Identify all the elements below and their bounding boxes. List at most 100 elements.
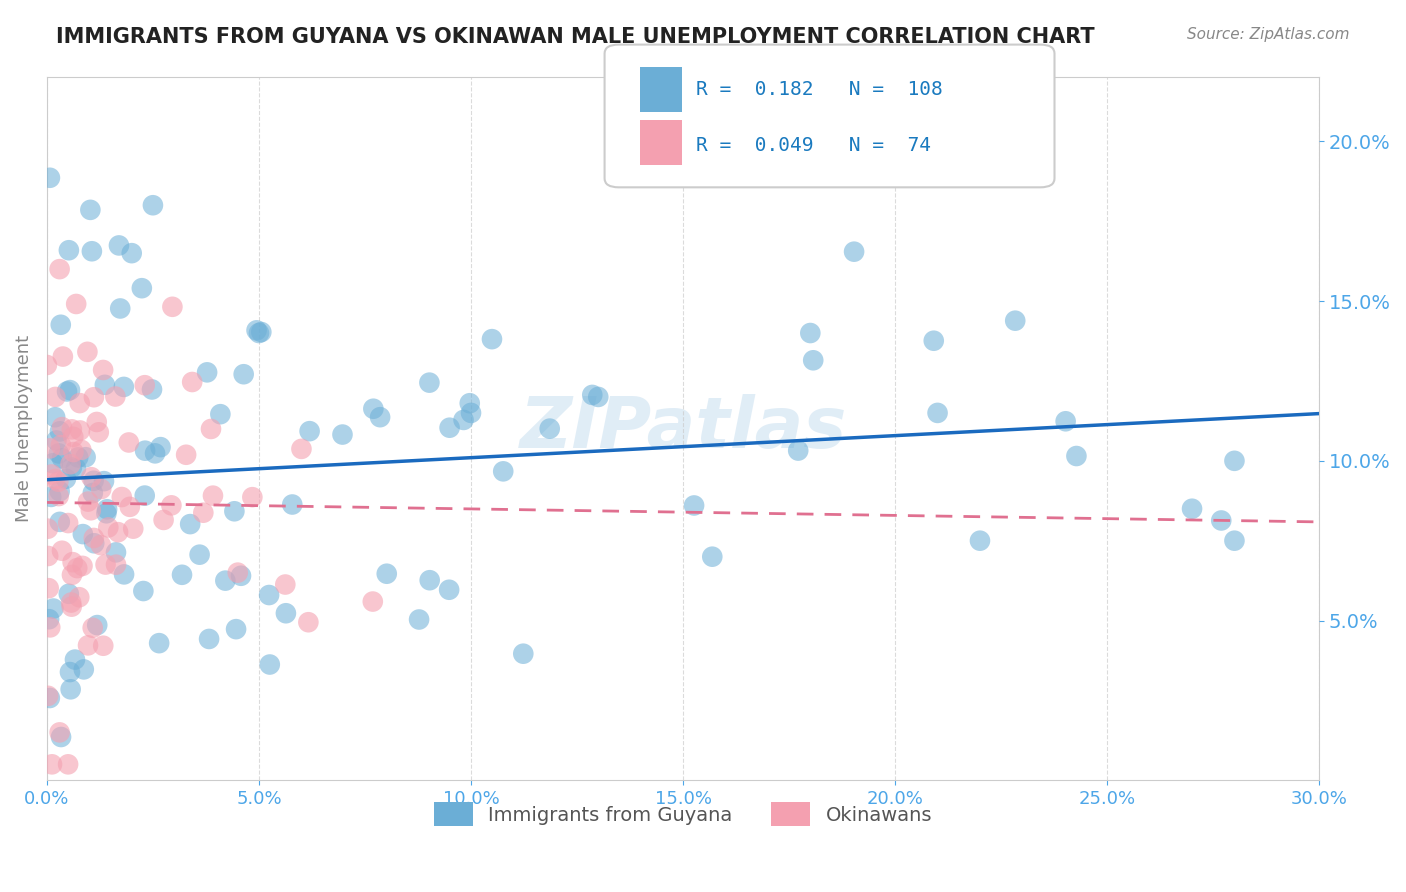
Point bbox=[35, 358, 58, 372]
Point bbox=[375, 566, 398, 581]
Point bbox=[56, 757, 79, 772]
Point bbox=[48, 484, 70, 499]
Point bbox=[105, 545, 128, 559]
Point bbox=[77, 494, 100, 508]
Point bbox=[131, 281, 153, 295]
Point bbox=[39, 442, 62, 456]
Point bbox=[229, 569, 252, 583]
Point bbox=[56, 516, 79, 530]
Point bbox=[245, 323, 267, 337]
Point bbox=[51, 543, 73, 558]
Point bbox=[96, 502, 118, 516]
Point bbox=[193, 506, 215, 520]
Y-axis label: Male Unemployment: Male Unemployment bbox=[15, 335, 32, 523]
Point bbox=[143, 446, 166, 460]
Point bbox=[418, 376, 440, 390]
Point bbox=[408, 613, 430, 627]
Point bbox=[1066, 449, 1088, 463]
Point bbox=[200, 422, 222, 436]
Point bbox=[274, 577, 297, 591]
Point bbox=[588, 390, 610, 404]
Point bbox=[492, 464, 515, 478]
Point bbox=[226, 566, 249, 580]
Point bbox=[801, 353, 824, 368]
Point bbox=[298, 424, 321, 438]
Point bbox=[134, 489, 156, 503]
Point bbox=[82, 486, 104, 500]
Point bbox=[66, 561, 89, 575]
Point bbox=[44, 390, 66, 404]
Point bbox=[83, 474, 105, 488]
Point bbox=[73, 662, 96, 676]
Point bbox=[94, 558, 117, 572]
Point bbox=[90, 538, 112, 552]
Point bbox=[60, 460, 83, 475]
Point bbox=[37, 522, 59, 536]
Point bbox=[51, 451, 73, 466]
Point bbox=[79, 202, 101, 217]
Point bbox=[48, 446, 70, 460]
Point bbox=[80, 244, 103, 259]
Point bbox=[160, 499, 183, 513]
Point bbox=[332, 427, 354, 442]
Point bbox=[69, 424, 91, 438]
Point bbox=[170, 567, 193, 582]
Point bbox=[86, 415, 108, 429]
Point bbox=[922, 334, 945, 348]
Point bbox=[1054, 414, 1077, 428]
Point bbox=[198, 632, 221, 646]
Point bbox=[1004, 314, 1026, 328]
Point bbox=[201, 489, 224, 503]
Point bbox=[512, 647, 534, 661]
Point bbox=[297, 615, 319, 630]
Point bbox=[60, 599, 83, 614]
Point bbox=[38, 691, 60, 706]
Point bbox=[1223, 454, 1246, 468]
Point bbox=[460, 406, 482, 420]
Point bbox=[83, 390, 105, 404]
Point bbox=[110, 301, 132, 316]
Point bbox=[60, 422, 83, 436]
Point bbox=[59, 665, 82, 679]
Text: IMMIGRANTS FROM GUYANA VS OKINAWAN MALE UNEMPLOYMENT CORRELATION CHART: IMMIGRANTS FROM GUYANA VS OKINAWAN MALE … bbox=[56, 27, 1095, 46]
Point bbox=[132, 584, 155, 599]
Point bbox=[77, 638, 100, 652]
Point bbox=[179, 517, 201, 532]
Point bbox=[290, 442, 312, 456]
Point bbox=[58, 244, 80, 258]
Point bbox=[60, 567, 83, 582]
Point bbox=[368, 410, 391, 425]
Point bbox=[49, 425, 72, 439]
Point bbox=[48, 489, 70, 503]
Point bbox=[44, 410, 66, 425]
Point bbox=[59, 682, 82, 697]
Point bbox=[247, 326, 270, 340]
Point bbox=[42, 456, 65, 470]
Point bbox=[44, 472, 66, 486]
Text: R =  0.182   N =  108: R = 0.182 N = 108 bbox=[696, 79, 942, 99]
Point bbox=[39, 170, 62, 185]
Point bbox=[419, 573, 441, 587]
Point bbox=[48, 262, 70, 277]
Point bbox=[188, 548, 211, 562]
Point bbox=[51, 420, 73, 434]
Point bbox=[1211, 514, 1233, 528]
Point bbox=[927, 406, 949, 420]
Point bbox=[72, 527, 94, 541]
Point bbox=[1181, 501, 1204, 516]
Point bbox=[134, 378, 156, 392]
Point bbox=[969, 533, 991, 548]
Point bbox=[453, 413, 475, 427]
Point bbox=[181, 375, 204, 389]
Point bbox=[214, 574, 236, 588]
Point bbox=[683, 499, 706, 513]
Point bbox=[232, 368, 254, 382]
Point bbox=[481, 332, 503, 346]
Point bbox=[62, 430, 84, 444]
Point bbox=[799, 326, 821, 340]
Point bbox=[174, 448, 197, 462]
Point bbox=[225, 622, 247, 636]
Point bbox=[60, 596, 83, 610]
Point bbox=[257, 588, 280, 602]
Point bbox=[250, 325, 273, 339]
